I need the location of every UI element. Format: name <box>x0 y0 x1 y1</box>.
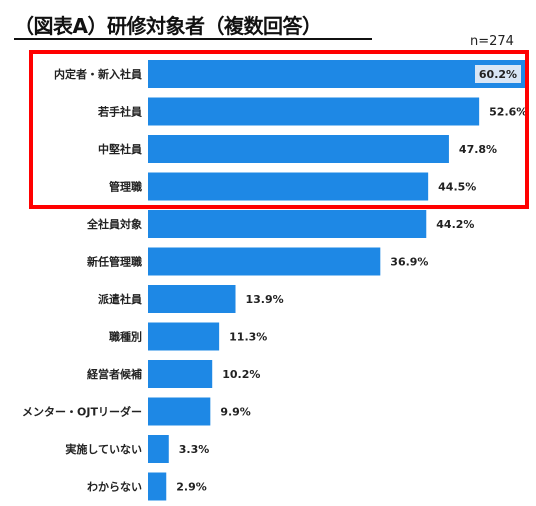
value-label-row-4: 44.2% <box>436 218 474 231</box>
category-label-row-6: 派遣社員 <box>98 292 142 306</box>
value-label-row-11: 2.9% <box>176 481 207 494</box>
sample-size-label: n=274 <box>470 34 514 49</box>
bar-row-7 <box>148 322 220 351</box>
bar-row-2 <box>148 135 449 163</box>
category-label-row-2: 中堅社員 <box>98 142 142 156</box>
bar-row-6 <box>148 285 236 313</box>
bar-row-0 <box>148 60 527 88</box>
category-label-row-5: 新任管理職 <box>87 255 142 269</box>
category-label-row-7: 職種別 <box>109 330 142 344</box>
category-label-row-3: 管理職 <box>109 180 142 194</box>
value-label-row-7: 11.3% <box>229 331 267 344</box>
bar-row-10 <box>148 435 169 463</box>
bar-series: 内定者・新入社員 60.2% 若手社員 52.6% 中堅社員 47.8% 管理職 44.5% 全… <box>22 60 527 501</box>
value-label-row-5: 36.9% <box>390 256 428 269</box>
value-label-row-6: 13.9% <box>246 293 284 306</box>
value-label-row-1: 52.6% <box>489 106 527 119</box>
value-label-row-9: 9.9% <box>220 406 251 419</box>
bar-row-9 <box>148 397 211 426</box>
category-label-row-8: 経営者候補 <box>87 367 142 381</box>
value-label-row-8: 10.2% <box>222 368 260 381</box>
value-label-row-2: 47.8% <box>459 143 497 156</box>
category-label-row-10: 実施していない <box>65 442 142 456</box>
title-underline <box>14 38 372 40</box>
bar-row-4 <box>148 210 427 238</box>
bar-row-1 <box>148 97 480 126</box>
bar-row-5 <box>148 247 381 276</box>
bar-row-3 <box>148 172 429 201</box>
category-label-row-11: わからない <box>87 481 142 494</box>
category-label-row-0: 内定者・新入社員 <box>54 67 142 81</box>
value-label-row-0: 60.2% <box>479 68 517 81</box>
bar-row-11 <box>148 472 167 501</box>
category-label-row-9: メンター・OJTリーダー <box>22 405 142 419</box>
value-label-background <box>475 65 521 83</box>
highlight-box <box>29 50 529 209</box>
category-label-row-4: 全社員対象 <box>86 217 142 231</box>
chart-title: （図表A）研修対象者（複数回答） <box>14 14 322 38</box>
category-label-row-1: 若手社員 <box>98 105 142 119</box>
value-label-row-10: 3.3% <box>179 443 210 456</box>
value-label-row-3: 44.5% <box>438 181 476 194</box>
bar-row-8 <box>148 360 213 388</box>
